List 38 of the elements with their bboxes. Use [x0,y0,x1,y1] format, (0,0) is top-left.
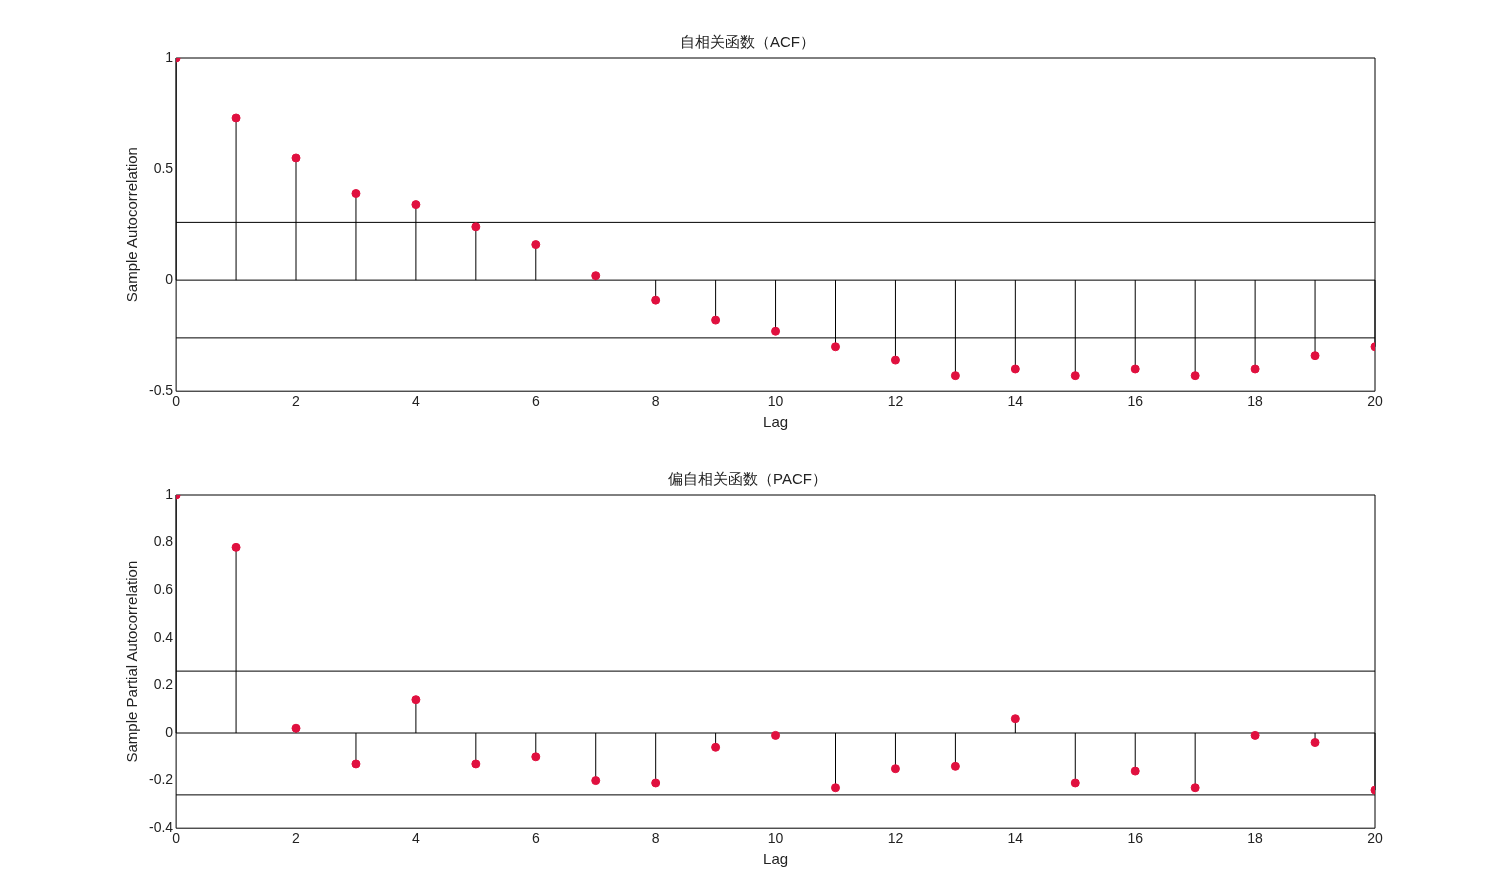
x-tick-label: 10 [767,830,784,847]
y-tick-label: 0 [165,723,174,740]
y-tick-label: 0 [165,270,174,287]
x-tick-label: 4 [412,393,420,410]
x-tick-label: 16 [1127,393,1144,410]
x-tick-label: 2 [292,830,301,847]
x-tick-label: 16 [1127,830,1144,847]
x-tick-label: 6 [531,393,540,410]
y-tick-label: -0.2 [149,771,174,788]
x-axis-title: Lag [763,413,789,431]
y-tick-label: -0.5 [149,382,174,399]
x-tick-label: 6 [531,830,540,847]
y-tick-label: 1 [165,48,174,65]
y-tick-label: 0.5 [153,159,174,176]
x-tick-label: 8 [651,393,660,410]
y-tick-label: 0.6 [153,581,174,598]
x-tick-label: 18 [1247,393,1264,410]
x-tick-label: 20 [1367,830,1383,847]
x-tick-label: 14 [1007,830,1024,847]
y-tick-label: 1 [165,485,174,502]
chart-title: 自相关函数（ACF） [680,33,815,51]
y-tick-label: 0.8 [153,533,174,550]
y-axis-title: Sample Partial Autocorrelation [123,560,141,763]
x-tick-label: 10 [767,393,784,410]
x-tick-label: 2 [292,393,301,410]
x-tick-label: 20 [1367,393,1383,410]
y-tick-label: 0.2 [153,676,174,693]
x-tick-label: 18 [1247,830,1264,847]
x-tick-label: 12 [887,393,904,410]
y-tick-label: 0.4 [153,628,174,645]
y-axis-title: Sample Autocorrelation [123,147,141,303]
chart-title: 偏自相关函数（PACF） [668,470,827,488]
x-tick-label: 4 [412,830,420,847]
x-tick-label: 12 [887,830,904,847]
x-axis-title: Lag [763,850,789,868]
x-tick-label: 8 [651,830,660,847]
y-tick-label: -0.4 [149,819,174,836]
x-tick-label: 14 [1007,393,1024,410]
